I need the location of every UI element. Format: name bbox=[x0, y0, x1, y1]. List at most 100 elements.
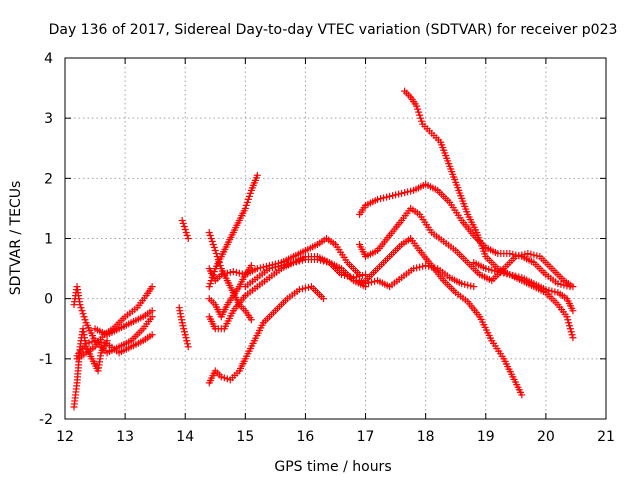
data-point bbox=[78, 307, 86, 315]
grid-lines bbox=[65, 58, 606, 419]
x-tick-label: 21 bbox=[597, 429, 615, 445]
plot-frame bbox=[64, 57, 607, 420]
data-point bbox=[395, 190, 403, 198]
data-point bbox=[179, 219, 187, 227]
data-point bbox=[461, 280, 469, 288]
data-point bbox=[183, 337, 191, 345]
data-point bbox=[148, 307, 156, 315]
data-point bbox=[415, 108, 423, 116]
data-point bbox=[206, 280, 214, 288]
data-point bbox=[506, 271, 514, 279]
data-point bbox=[338, 271, 346, 279]
data-point bbox=[569, 307, 577, 315]
data-point bbox=[208, 238, 216, 246]
data-point bbox=[557, 280, 565, 288]
y-tick-label: 0 bbox=[44, 292, 53, 308]
data-point bbox=[280, 261, 288, 269]
data-point bbox=[512, 253, 520, 261]
data-point bbox=[183, 340, 191, 348]
data-point bbox=[359, 271, 367, 279]
x-tick-label: 16 bbox=[297, 429, 315, 445]
data-point bbox=[265, 265, 273, 273]
x-axis-label: GPS time / hours bbox=[274, 459, 391, 475]
data-point bbox=[530, 251, 538, 259]
data-point bbox=[182, 334, 190, 342]
data-point bbox=[568, 331, 576, 339]
data-point bbox=[404, 188, 412, 196]
data-point bbox=[283, 260, 291, 268]
data-point bbox=[176, 310, 184, 318]
data-point bbox=[485, 265, 493, 273]
data-point bbox=[316, 256, 324, 264]
data-point bbox=[207, 235, 215, 242]
data-point bbox=[103, 337, 111, 345]
data-point bbox=[184, 235, 192, 242]
series-arc-p bbox=[356, 180, 574, 291]
series-arc-l bbox=[205, 228, 255, 324]
data-point bbox=[148, 331, 156, 339]
data-point bbox=[298, 256, 306, 264]
data-point bbox=[542, 286, 550, 294]
data-point bbox=[235, 269, 243, 277]
series-arc-s bbox=[401, 87, 577, 342]
data-point bbox=[245, 192, 253, 200]
data-point bbox=[518, 391, 526, 399]
data-point bbox=[207, 277, 215, 285]
data-point bbox=[416, 111, 424, 119]
data-point bbox=[488, 266, 496, 274]
data-point bbox=[256, 264, 264, 272]
data-point bbox=[554, 280, 562, 288]
data-point bbox=[353, 273, 361, 281]
series-arc-g bbox=[175, 304, 192, 351]
data-point bbox=[289, 259, 297, 267]
data-point bbox=[413, 102, 421, 110]
x-tick-label: 15 bbox=[236, 429, 254, 445]
data-point bbox=[295, 257, 303, 265]
data-point bbox=[208, 274, 216, 282]
data-point bbox=[313, 256, 321, 264]
data-point bbox=[301, 284, 309, 292]
data-point bbox=[392, 191, 400, 199]
data-point bbox=[566, 325, 574, 333]
data-point bbox=[148, 313, 156, 321]
x-tick-label: 14 bbox=[176, 429, 194, 445]
data-point bbox=[418, 117, 426, 125]
data-point bbox=[253, 171, 261, 179]
y-tick-labels: -2 -1 0 1 2 3 4 bbox=[39, 51, 53, 428]
y-tick-label: 3 bbox=[44, 111, 53, 127]
data-point bbox=[178, 316, 186, 324]
data-point bbox=[232, 268, 240, 276]
data-point bbox=[467, 282, 475, 290]
data-point bbox=[410, 265, 418, 273]
data-point bbox=[94, 338, 102, 346]
x-tick-labels: 12 13 14 15 16 17 18 19 20 21 bbox=[56, 429, 615, 445]
data-point bbox=[247, 316, 255, 324]
data-point bbox=[419, 262, 427, 270]
data-point bbox=[271, 263, 279, 271]
data-point bbox=[211, 247, 219, 255]
data-point bbox=[80, 313, 88, 321]
data-point bbox=[416, 263, 424, 271]
data-point bbox=[85, 339, 93, 347]
data-point bbox=[180, 222, 188, 230]
data-point bbox=[182, 228, 190, 236]
x-tick-label: 20 bbox=[537, 429, 555, 445]
series-arc-m bbox=[205, 171, 261, 291]
data-point bbox=[401, 189, 409, 197]
data-point bbox=[506, 250, 514, 258]
data-point bbox=[209, 271, 217, 279]
data-point bbox=[567, 328, 575, 336]
data-point bbox=[180, 328, 188, 336]
y-axis-label: SDTVAR / TECUs bbox=[8, 181, 24, 296]
data-point bbox=[527, 250, 535, 258]
data-point bbox=[515, 273, 523, 281]
data-point bbox=[206, 231, 214, 239]
data-point bbox=[148, 283, 156, 291]
data-point bbox=[383, 193, 391, 201]
data-point bbox=[88, 338, 96, 346]
series-arc-h bbox=[205, 283, 327, 387]
data-point bbox=[242, 201, 250, 209]
series-arc-o bbox=[356, 262, 478, 291]
data-point bbox=[205, 283, 213, 291]
